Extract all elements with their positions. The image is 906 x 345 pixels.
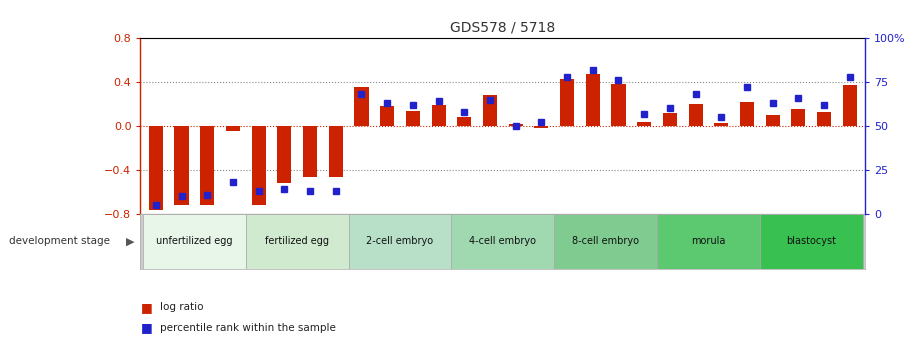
Text: development stage: development stage xyxy=(9,237,110,246)
Text: blastocyst: blastocyst xyxy=(786,237,836,246)
Bar xyxy=(637,121,651,126)
Bar xyxy=(458,117,471,126)
Bar xyxy=(354,87,369,126)
Text: 2-cell embryo: 2-cell embryo xyxy=(366,237,434,246)
Bar xyxy=(483,95,497,126)
Text: ▶: ▶ xyxy=(126,237,134,246)
Bar xyxy=(560,79,574,126)
Text: ■: ■ xyxy=(140,321,152,334)
Bar xyxy=(817,112,831,126)
Text: morula: morula xyxy=(691,237,726,246)
Bar xyxy=(689,104,703,126)
Bar xyxy=(303,126,317,177)
Bar xyxy=(585,74,600,126)
Bar xyxy=(175,126,188,205)
Bar xyxy=(760,214,863,269)
Bar xyxy=(843,85,857,126)
Bar xyxy=(246,214,349,269)
Bar xyxy=(226,126,240,131)
Text: GDS578 / 5718: GDS578 / 5718 xyxy=(450,20,555,34)
Bar xyxy=(612,84,625,126)
Bar xyxy=(535,126,548,128)
Bar xyxy=(740,102,754,126)
Text: log ratio: log ratio xyxy=(160,302,204,312)
Bar xyxy=(143,214,246,269)
Bar xyxy=(554,214,657,269)
Text: fertilized egg: fertilized egg xyxy=(265,237,329,246)
Bar xyxy=(381,106,394,126)
Bar xyxy=(657,214,760,269)
Bar xyxy=(663,113,677,126)
Text: 8-cell embryo: 8-cell embryo xyxy=(572,237,639,246)
Text: ■: ■ xyxy=(140,300,152,314)
Bar xyxy=(714,122,728,126)
Bar xyxy=(431,105,446,126)
Bar xyxy=(252,126,265,205)
Bar xyxy=(349,214,451,269)
Bar xyxy=(200,126,215,205)
Bar xyxy=(149,126,163,209)
Bar xyxy=(791,109,805,126)
Bar xyxy=(329,126,342,177)
Bar xyxy=(451,214,554,269)
Bar xyxy=(277,126,292,183)
Bar xyxy=(508,124,523,126)
Bar xyxy=(406,110,420,126)
Text: unfertilized egg: unfertilized egg xyxy=(156,237,233,246)
Text: 4-cell embryo: 4-cell embryo xyxy=(469,237,536,246)
Text: percentile rank within the sample: percentile rank within the sample xyxy=(160,323,336,333)
Bar xyxy=(766,115,780,126)
